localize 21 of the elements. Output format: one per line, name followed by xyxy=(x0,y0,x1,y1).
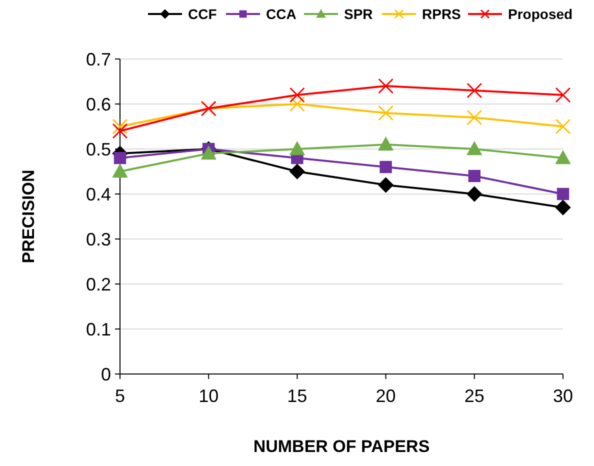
y-tick-label: 0 xyxy=(100,364,111,384)
y-tick-label: 0.3 xyxy=(86,229,111,250)
x-tick-label: 10 xyxy=(198,386,219,406)
x-tick-label: 25 xyxy=(464,386,484,406)
x-tick-label: 30 xyxy=(552,386,574,406)
y-tick-label: 0.4 xyxy=(86,184,111,204)
legend-label: SPR xyxy=(344,6,373,22)
y-axis-title: PRECISION xyxy=(19,170,38,264)
y-tick-label: 0.1 xyxy=(86,319,111,340)
x-tick-label: 20 xyxy=(376,386,396,406)
x-tick-label: 15 xyxy=(287,386,308,406)
x-tick-label: 5 xyxy=(114,386,126,406)
legend-label: CCA xyxy=(266,6,296,22)
y-tick-label: 0.2 xyxy=(86,274,111,294)
legend-label: CCF xyxy=(188,6,218,22)
legend-label: RPRS xyxy=(422,6,461,22)
y-tick-label: 0.5 xyxy=(86,139,111,160)
y-tick-label: 0.7 xyxy=(86,49,111,70)
x-axis-title: NUMBER OF PAPERS xyxy=(253,437,430,456)
legend-label: Proposed xyxy=(508,6,573,22)
y-tick-label: 0.6 xyxy=(86,94,111,114)
